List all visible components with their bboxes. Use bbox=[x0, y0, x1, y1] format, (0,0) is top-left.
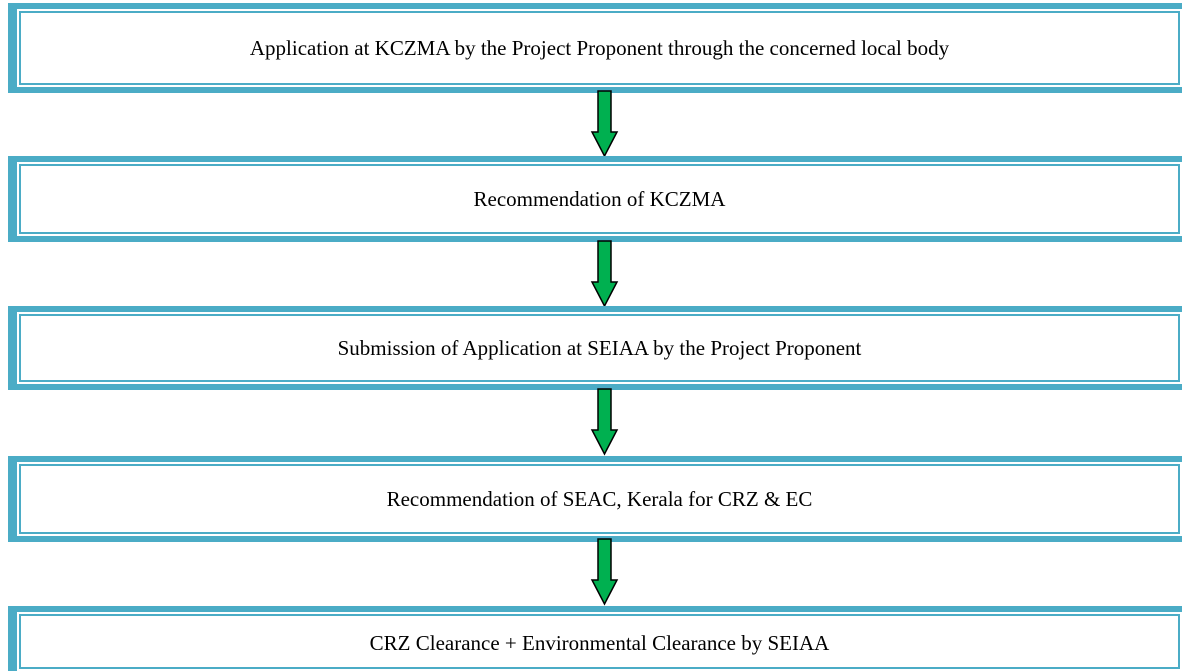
arrow bbox=[590, 388, 619, 456]
step-label: Submission of Application at SEIAA by th… bbox=[337, 335, 862, 360]
step-label: Recommendation of SEAC, Kerala for CRZ &… bbox=[386, 486, 813, 511]
arrow bbox=[590, 240, 619, 308]
arrow bbox=[590, 538, 619, 606]
step-box: Submission of Application at SEIAA by th… bbox=[8, 306, 1182, 390]
step-label: Recommendation of KCZMA bbox=[473, 186, 726, 211]
step-label: Application at KCZMA by the Project Prop… bbox=[249, 35, 950, 60]
step-box: CRZ Clearance + Environmental Clearance … bbox=[8, 606, 1182, 671]
step-box: Recommendation of SEAC, Kerala for CRZ &… bbox=[8, 456, 1182, 542]
step-label: CRZ Clearance + Environmental Clearance … bbox=[369, 631, 830, 655]
step-box: Recommendation of KCZMA bbox=[8, 156, 1182, 242]
arrow bbox=[590, 90, 619, 158]
step-box: Application at KCZMA by the Project Prop… bbox=[8, 3, 1182, 93]
